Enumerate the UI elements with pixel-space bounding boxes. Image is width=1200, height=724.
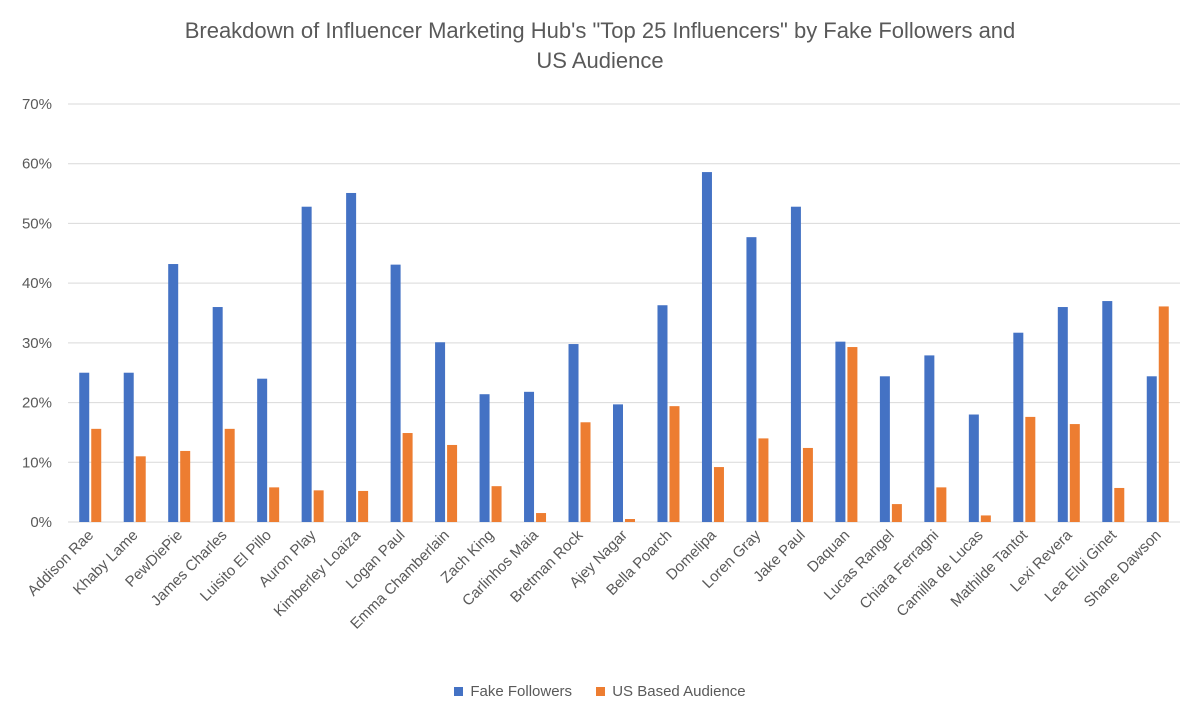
bar-fake-followers <box>790 206 801 523</box>
bar-us-audience <box>180 450 191 522</box>
legend-swatch-fake-followers <box>454 687 464 696</box>
x-category-label: Mathilde Tantot <box>947 526 1031 610</box>
bar-fake-followers <box>568 344 579 522</box>
bar-fake-followers <box>1013 332 1024 522</box>
y-tick-label: 0% <box>30 514 52 531</box>
y-tick-label: 20% <box>22 395 52 412</box>
bar-us-audience <box>847 347 858 522</box>
bar-fake-followers <box>1146 376 1157 522</box>
bar-fake-followers <box>835 341 846 522</box>
x-category-label: Chiara Ferragni <box>856 527 942 613</box>
chart-title-line-2: US Audience <box>536 48 664 73</box>
bar-fake-followers <box>879 376 890 522</box>
bar-us-audience <box>1025 416 1036 522</box>
bar-fake-followers <box>1102 301 1113 522</box>
bar-fake-followers <box>390 264 401 522</box>
bar-us-audience <box>758 438 769 522</box>
x-category-label: James Charles <box>148 527 231 610</box>
bar-us-audience <box>580 422 591 522</box>
bar-us-audience <box>135 456 146 522</box>
y-tick-label: 40% <box>22 275 52 292</box>
bar-fake-followers <box>301 206 312 523</box>
y-tick-label: 50% <box>22 215 52 232</box>
bar-fake-followers <box>657 305 668 522</box>
y-tick-label: 60% <box>22 156 52 173</box>
bar-fake-followers <box>479 394 490 522</box>
bar-us-audience <box>224 428 235 522</box>
legend-item-fake-followers: Fake Followers <box>454 683 572 700</box>
bar-us-audience <box>625 519 635 522</box>
chart-title-line-1: Breakdown of Influencer Marketing Hub's … <box>184 18 1016 43</box>
bar-fake-followers <box>212 307 223 522</box>
legend-label-fake-followers: Fake Followers <box>470 683 573 700</box>
bar-us-audience <box>269 487 280 522</box>
y-tick-label: 30% <box>22 335 52 352</box>
bar-fake-followers <box>79 372 90 522</box>
legend-swatch-us-audience <box>596 687 606 696</box>
bar-us-audience <box>358 490 369 522</box>
bar-fake-followers <box>701 172 712 522</box>
legend-label-us-audience: US Based Audience <box>612 683 746 700</box>
bar-fake-followers <box>257 378 268 522</box>
bar-us-audience <box>980 515 991 522</box>
bar-fake-followers <box>123 372 134 522</box>
bar-fake-followers <box>435 342 446 522</box>
bar-fake-followers <box>968 414 979 522</box>
bar-fake-followers <box>924 355 935 522</box>
bar-us-audience <box>313 490 324 522</box>
bar-us-audience <box>802 447 813 522</box>
bar-us-audience <box>891 504 902 522</box>
bar-fake-followers <box>168 264 179 522</box>
x-category-label: Shane Dawson <box>1081 527 1165 611</box>
legend-item-us-audience: US Based Audience <box>596 683 746 700</box>
bar-us-audience <box>1158 306 1169 522</box>
bar-fake-followers <box>346 192 357 522</box>
bar-us-audience <box>491 486 502 522</box>
x-category-label: Carlinhos Maia <box>459 526 542 609</box>
chart-legend: Fake Followers US Based Audience <box>0 683 1200 700</box>
bar-fake-followers <box>746 237 757 523</box>
bar-us-audience <box>713 467 724 522</box>
bar-us-audience <box>669 406 680 522</box>
bar-us-audience <box>536 513 547 522</box>
bar-fake-followers <box>524 391 535 522</box>
bar-fake-followers <box>1057 307 1068 522</box>
y-tick-label: 10% <box>22 454 52 471</box>
bar-fake-followers <box>613 404 623 522</box>
bar-chart-plot: 0%10%20%30%40%50%60%70%Addison RaeKhaby … <box>22 96 1180 633</box>
bar-us-audience <box>1069 424 1080 522</box>
bar-us-audience <box>91 428 102 522</box>
bar-us-audience <box>936 487 947 522</box>
bar-us-audience <box>1114 487 1125 522</box>
y-tick-label: 70% <box>22 96 52 113</box>
bar-us-audience <box>402 433 413 522</box>
bar-us-audience <box>447 444 458 522</box>
